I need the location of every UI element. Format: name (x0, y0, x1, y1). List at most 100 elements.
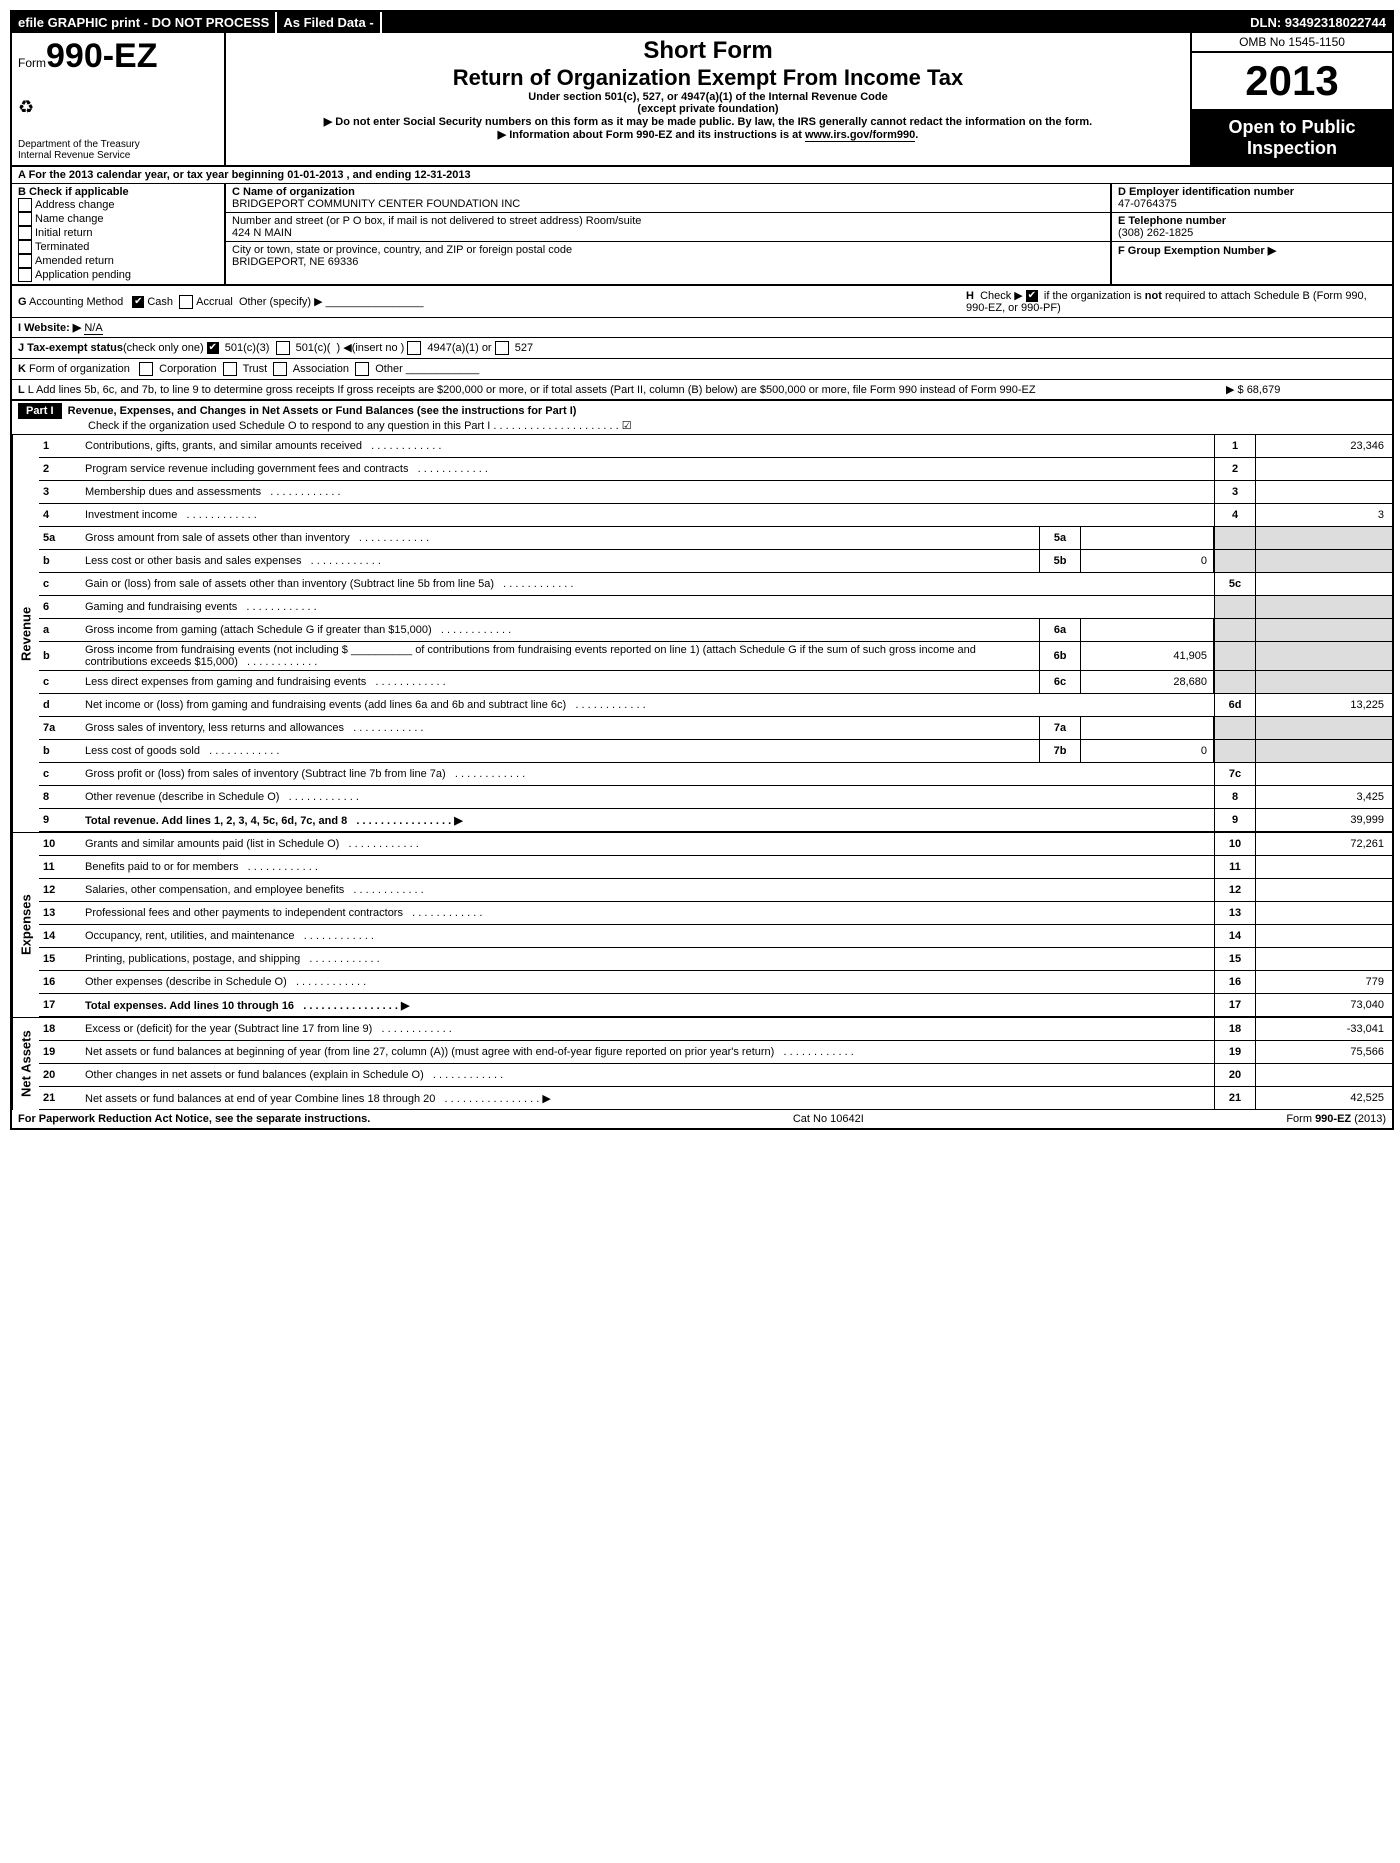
checkbox-option[interactable]: Application pending (18, 268, 218, 282)
right-line-val (1256, 925, 1392, 947)
line-desc: Excess or (deficit) for the year (Subtra… (81, 1018, 1214, 1040)
c-city-lbl: City or town, state or province, country… (232, 244, 572, 256)
right-line-num: 11 (1214, 856, 1256, 878)
sub4-text: ▶ Information about Form 990-EZ and its … (498, 129, 805, 141)
mid-line-num: 7a (1039, 717, 1081, 739)
right-line-num: 21 (1214, 1087, 1256, 1109)
line-desc: Occupancy, rent, utilities, and maintena… (81, 925, 1214, 947)
sub4: ▶ Information about Form 990-EZ and its … (232, 128, 1184, 141)
checkbox-option[interactable]: Address change (18, 198, 218, 212)
line-h: H Check ▶ ✔ if the organization is not r… (966, 289, 1386, 314)
d-val: 47-0764375 (1118, 198, 1177, 210)
right-line-num (1214, 550, 1256, 572)
line-number: 13 (39, 902, 81, 924)
right-line-num: 1 (1214, 435, 1256, 457)
open-public: Open to Public Inspection (1192, 111, 1392, 165)
checkbox-option[interactable]: Name change (18, 212, 218, 226)
fin-row: 8Other revenue (describe in Schedule O) … (39, 786, 1392, 809)
footer-right: Form 990-EZ (2013) (1286, 1113, 1386, 1125)
right-line-num: 5c (1214, 573, 1256, 595)
d-lbl: D Employer identification number (1118, 186, 1294, 198)
right-line-num: 16 (1214, 971, 1256, 993)
line-desc: Contributions, gifts, grants, and simila… (81, 435, 1214, 457)
line-k: K Form of organization Corporation Trust… (12, 359, 1392, 380)
mid-line-val (1081, 527, 1214, 549)
fin-row: 20Other changes in net assets or fund ba… (39, 1064, 1392, 1087)
website-val: N/A (84, 322, 102, 335)
line-desc: Gross sales of inventory, less returns a… (81, 717, 1039, 739)
line-number: 10 (39, 833, 81, 855)
e-val: (308) 262-1825 (1118, 227, 1193, 239)
fin-row: 7aGross sales of inventory, less returns… (39, 717, 1392, 740)
fin-row: 9Total revenue. Add lines 1, 2, 3, 4, 5c… (39, 809, 1392, 832)
line-number: c (39, 671, 81, 693)
c-street-val: 424 N MAIN (232, 227, 292, 239)
line-desc: Grants and similar amounts paid (list in… (81, 833, 1214, 855)
mid-line-val: 0 (1081, 550, 1214, 572)
right-line-val: 73,040 (1256, 994, 1392, 1016)
line-number: c (39, 763, 81, 785)
header-left: Form990-EZ ♻ Department of the Treasury … (12, 33, 226, 165)
line-number: 19 (39, 1041, 81, 1063)
line-number: 8 (39, 786, 81, 808)
right-line-num: 7c (1214, 763, 1256, 785)
fin-row: cGain or (loss) from sale of assets othe… (39, 573, 1392, 596)
line-number: 18 (39, 1018, 81, 1040)
netassets-section: Net Assets 18Excess or (deficit) for the… (12, 1017, 1392, 1110)
line-desc: Gross income from gaming (attach Schedul… (81, 619, 1039, 641)
line-desc: Program service revenue including govern… (81, 458, 1214, 480)
checkbox-option[interactable]: Terminated (18, 240, 218, 254)
checkbox-option[interactable]: Amended return (18, 254, 218, 268)
right-line-val: 13,225 (1256, 694, 1392, 716)
line-desc: Membership dues and assessments . . . . … (81, 481, 1214, 503)
dept-treasury: Department of the Treasury (18, 139, 218, 150)
right-line-num: 2 (1214, 458, 1256, 480)
right-line-val (1256, 550, 1392, 572)
line-number: 1 (39, 435, 81, 457)
fin-row: bLess cost or other basis and sales expe… (39, 550, 1392, 573)
right-line-val (1256, 717, 1392, 739)
revenue-label: Revenue (12, 435, 39, 832)
fin-row: 13Professional fees and other payments t… (39, 902, 1392, 925)
checkbox-option[interactable]: Initial return (18, 226, 218, 240)
line-number: 9 (39, 809, 81, 831)
short-form: Short Form (232, 37, 1184, 65)
line-number: b (39, 642, 81, 670)
mid-line-num: 6c (1039, 671, 1081, 693)
line-desc: Less direct expenses from gaming and fun… (81, 671, 1039, 693)
footer: For Paperwork Reduction Act Notice, see … (12, 1110, 1392, 1128)
line-i: I Website: ▶ N/A (12, 318, 1392, 338)
header-mid: Short Form Return of Organization Exempt… (226, 33, 1192, 165)
main-title: Return of Organization Exempt From Incom… (232, 65, 1184, 91)
line-desc: Less cost or other basis and sales expen… (81, 550, 1039, 572)
header: Form990-EZ ♻ Department of the Treasury … (12, 33, 1392, 167)
right-line-num (1214, 642, 1256, 670)
footer-mid: Cat No 10642I (793, 1113, 864, 1125)
right-line-num: 12 (1214, 879, 1256, 901)
fin-row: 4Investment income . . . . . . . . . . .… (39, 504, 1392, 527)
mid-line-val: 41,905 (1081, 642, 1214, 670)
fin-row: 12Salaries, other compensation, and empl… (39, 879, 1392, 902)
section-bcdef: B Check if applicable Address changeName… (12, 184, 1392, 286)
line-g: G Accounting Method ✔Cash Accrual Other … (18, 295, 966, 309)
right-line-num: 8 (1214, 786, 1256, 808)
fin-row: aGross income from gaming (attach Schedu… (39, 619, 1392, 642)
form-990ez: efile GRAPHIC print - DO NOT PROCESS As … (10, 10, 1394, 1130)
line-desc: Other revenue (describe in Schedule O) .… (81, 786, 1214, 808)
line-number: 17 (39, 994, 81, 1016)
part-i-title: Revenue, Expenses, and Changes in Net As… (68, 405, 577, 417)
right-line-val (1256, 619, 1392, 641)
c-name-val: BRIDGEPORT COMMUNITY CENTER FOUNDATION I… (232, 198, 520, 210)
right-line-val: -33,041 (1256, 1018, 1392, 1040)
line-desc: Benefits paid to or for members . . . . … (81, 856, 1214, 878)
c-name-lbl: C Name of organization (232, 186, 355, 198)
mid-line-num: 7b (1039, 740, 1081, 762)
line-number: 12 (39, 879, 81, 901)
right-line-val (1256, 481, 1392, 503)
line-number: c (39, 573, 81, 595)
sub4-link[interactable]: www.irs.gov/form990 (805, 129, 915, 142)
line-number: b (39, 550, 81, 572)
expenses-section: Expenses 10Grants and similar amounts pa… (12, 832, 1392, 1017)
right-line-val (1256, 527, 1392, 549)
dept: Department of the Treasury Internal Reve… (18, 139, 218, 161)
